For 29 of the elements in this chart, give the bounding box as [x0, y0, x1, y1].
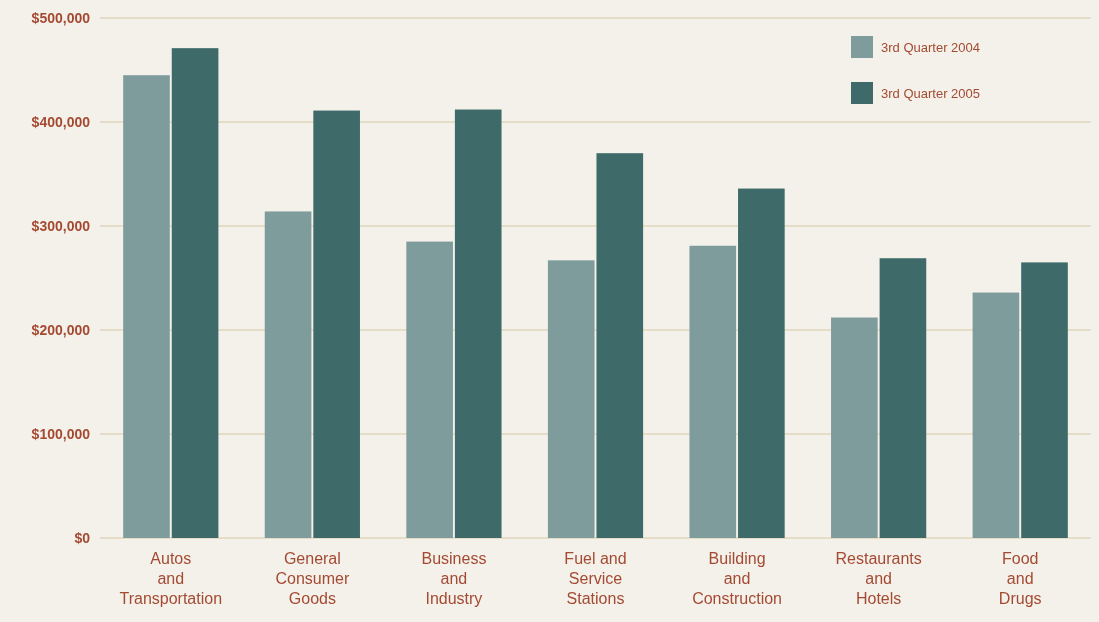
y-tick-label: $200,000	[31, 321, 91, 338]
bar	[879, 258, 927, 538]
x-tick-label: Building and Construction	[692, 550, 782, 607]
x-tick-label: Restaurants and Hotels	[835, 550, 922, 607]
bar	[1021, 262, 1068, 538]
bar	[313, 110, 360, 538]
x-tick-label: Fuel and Service Stations	[564, 550, 627, 607]
legend-label: 3rd Quarter 2005	[881, 85, 981, 101]
bar	[406, 241, 453, 538]
y-tick-label: $100,000	[31, 425, 91, 442]
y-tick-label: $0	[74, 529, 91, 546]
legend-label: 3rd Quarter 2004	[881, 39, 981, 55]
x-tick-label: General Consumer Goods	[275, 550, 350, 607]
bar	[264, 211, 312, 538]
bar	[831, 317, 878, 538]
y-tick-label: $300,000	[31, 217, 91, 234]
bar	[689, 245, 737, 538]
bar	[596, 153, 644, 538]
y-tick-label: $500,000	[31, 9, 91, 26]
bar	[972, 292, 1020, 538]
bar	[547, 260, 595, 538]
y-tick-label: $400,000	[31, 113, 91, 130]
x-tick-label: Autos and Transportation	[119, 550, 223, 607]
x-tick-label: Business and Industry	[421, 550, 487, 607]
bar	[123, 75, 170, 538]
bar	[454, 109, 502, 538]
x-tick-label: Food and Drugs	[998, 550, 1042, 607]
bar	[738, 188, 785, 538]
bar	[171, 48, 219, 538]
